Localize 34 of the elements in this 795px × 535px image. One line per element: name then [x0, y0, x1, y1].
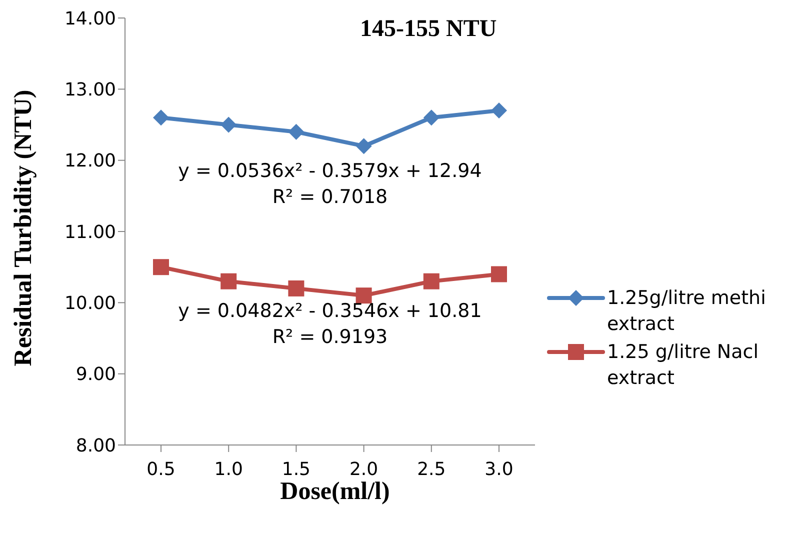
point [356, 138, 372, 154]
point [288, 280, 304, 296]
x-tick-label: 2.0 [349, 458, 378, 480]
y-tick-label: 13.00 [64, 80, 116, 101]
point [491, 266, 507, 282]
point [288, 124, 304, 140]
x-tick-label: 1.5 [282, 458, 311, 480]
point [356, 288, 372, 304]
y-tick-label: 11.00 [64, 222, 116, 243]
legend-label: 1.25 g/litre Nacl extract [607, 340, 760, 391]
point [153, 259, 169, 276]
point [491, 102, 507, 119]
x-tick-label: 1.0 [214, 458, 243, 480]
x-tick-label: 2.5 [417, 458, 446, 480]
legend-label: 1.25g/litre methi extract [607, 286, 767, 337]
point [423, 273, 440, 290]
y-axis-title: Residual Turbidity (NTU) [10, 90, 38, 366]
annotation: R² = 0.9193 [272, 326, 388, 348]
point [220, 273, 237, 290]
annotation: y = 0.0482x² - 0.3546x + 10.81 [178, 300, 482, 322]
y-tick-label: 9.00 [76, 364, 116, 386]
y-tick-label: 12.00 [64, 150, 116, 172]
x-tick-label: 3.0 [484, 458, 514, 480]
point [153, 110, 169, 126]
y-tick-label: 10.00 [64, 293, 116, 314]
annotation: y = 0.0536x² - 0.3579x + 12.94 [178, 160, 482, 182]
x-tick-label: 0.5 [146, 458, 176, 480]
annotation: R² = 0.7018 [272, 186, 388, 208]
x-axis-title: Dose(ml/l) [279, 478, 391, 506]
y-tick-label: 8.00 [76, 435, 116, 456]
chart-title: 145-155 NTU [360, 16, 497, 43]
point [423, 110, 440, 126]
y-tick-label: 14.00 [64, 8, 116, 30]
point [220, 116, 237, 133]
